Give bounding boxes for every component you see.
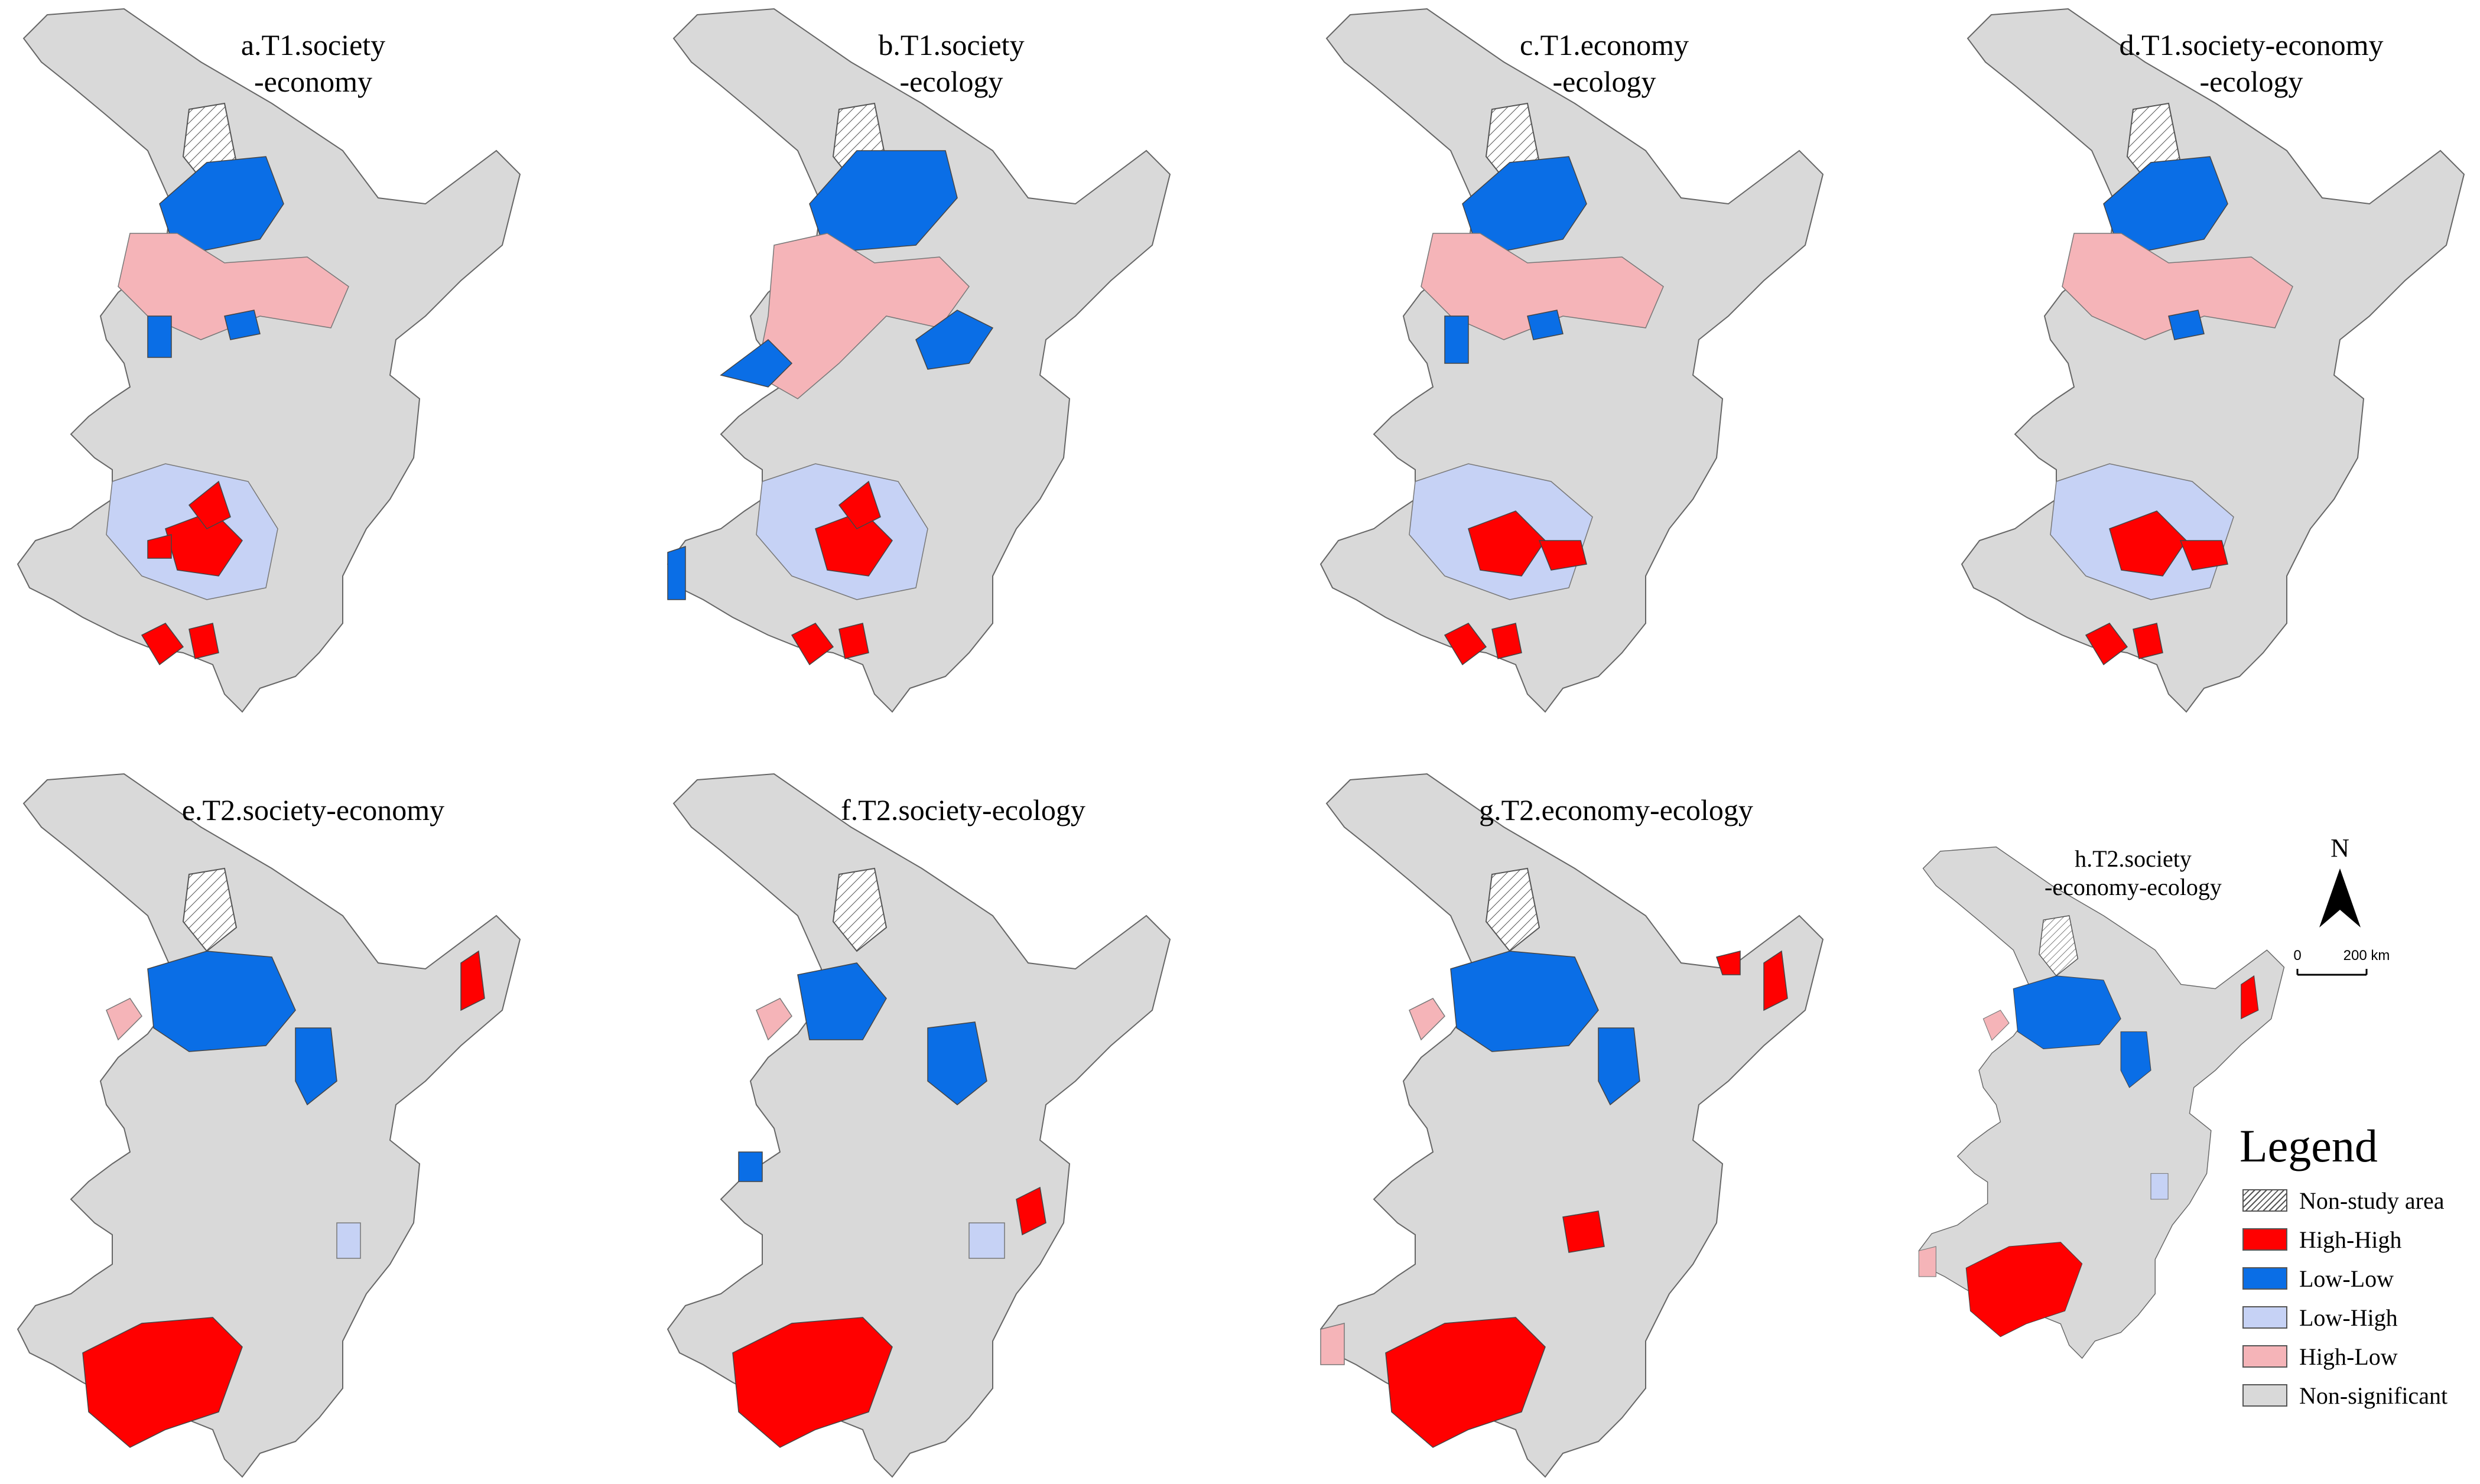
legend-swatch-hatch — [2242, 1189, 2287, 1212]
legend-label: Low-High — [2299, 1304, 2398, 1331]
cluster-ll — [2013, 975, 2121, 1050]
scale-start-label: 0 — [2293, 948, 2301, 964]
cluster-hh — [1385, 1317, 1546, 1448]
cluster-hh — [2179, 540, 2228, 571]
panel-title: c.T1.economy -ecology — [1519, 28, 1689, 98]
map-panel-g: g.T2.economy-ecology — [1315, 773, 1835, 1483]
map-panel-b: b.T1.society -ecology — [662, 8, 1182, 718]
panel-title: e.T2.society-economy — [181, 793, 445, 826]
cluster-hh — [82, 1317, 243, 1448]
legend-label: Non-study area — [2299, 1187, 2445, 1214]
legend-title: Legend — [2240, 1120, 2378, 1171]
cluster-lh — [2150, 1173, 2169, 1200]
cluster-hl — [756, 998, 792, 1041]
cluster-hh — [791, 623, 834, 666]
map-panel-h: h.T2.society -economy-ecology — [1915, 845, 2293, 1365]
legend: Legend Non-study area High-High Low-Low … — [2240, 1119, 2467, 1415]
cluster-hh — [838, 623, 869, 659]
north-label: N — [2331, 834, 2349, 863]
cluster-hh — [188, 480, 231, 529]
cluster-hl — [1409, 998, 1445, 1041]
cluster-hl — [118, 233, 349, 340]
nonstudy-area — [2039, 915, 2079, 977]
cluster-lh — [336, 1222, 361, 1259]
legend-item-low-low: Low-Low — [2242, 1259, 2467, 1298]
nonstudy-area — [182, 867, 238, 952]
legend-label: High-High — [2299, 1226, 2402, 1253]
map-panel-c: c.T1.economy -ecology — [1315, 8, 1835, 718]
cluster-hh — [1444, 623, 1487, 666]
cluster-ll — [667, 545, 686, 600]
cluster-hh — [147, 534, 172, 559]
cluster-ll — [738, 1151, 763, 1182]
legend-label: Low-Low — [2299, 1265, 2394, 1292]
cluster-hh — [141, 623, 184, 666]
cluster-hh — [1965, 1242, 2083, 1337]
cluster-hl — [1918, 1246, 1936, 1277]
cluster-ll — [295, 1027, 337, 1106]
cluster-hh — [2241, 975, 2259, 1020]
cluster-hh — [1491, 623, 1522, 659]
cluster-hl — [1982, 1010, 2010, 1041]
cluster-hh — [732, 1317, 893, 1448]
legend-item-low-high: Low-High — [2242, 1298, 2467, 1337]
legend-swatch — [2242, 1345, 2287, 1368]
cluster-ll — [1598, 1027, 1640, 1106]
map-panel-a: a.T1.society -economy — [12, 8, 532, 718]
cluster-hh — [1716, 951, 1741, 975]
cluster-ll — [224, 310, 261, 340]
cluster-ll — [2120, 1031, 2151, 1088]
cluster-hh — [1538, 540, 1587, 571]
cluster-hh — [2085, 623, 2128, 666]
cluster-ll — [147, 951, 296, 1052]
cluster-ll — [720, 339, 793, 388]
cluster-ll — [797, 962, 887, 1040]
cluster-hh — [1016, 1186, 1046, 1236]
legend-item-nonstudy: Non-study area — [2242, 1181, 2467, 1220]
legend-swatch — [2242, 1384, 2287, 1407]
panel-title: d.T1.society-economy -ecology — [2119, 28, 2384, 98]
panel-title: f.T2.society-ecology — [841, 793, 1085, 826]
legend-swatch — [2242, 1228, 2287, 1251]
cluster-hh — [2133, 623, 2163, 659]
cluster-ll — [1444, 315, 1469, 364]
legend-item-non-significant: Non-significant — [2242, 1376, 2467, 1415]
map-panel-d: d.T1.society-economy -ecology — [1956, 8, 2476, 718]
legend-item-high-low: High-Low — [2242, 1337, 2467, 1376]
cluster-ll — [1450, 951, 1599, 1052]
cluster-ll — [915, 310, 994, 370]
cluster-ll — [147, 315, 172, 358]
cluster-hh — [1468, 510, 1546, 577]
cluster-hh — [188, 623, 219, 659]
cluster-hh — [460, 950, 485, 1011]
cluster-lh — [968, 1222, 1005, 1259]
cluster-hh — [1763, 950, 1788, 1011]
cluster-hl — [1421, 233, 1664, 340]
scale-end-label: 200 km — [2344, 948, 2390, 964]
nonstudy-area — [832, 867, 888, 952]
panel-title: a.T1.society -economy — [240, 28, 386, 98]
cluster-hl — [2062, 233, 2293, 340]
legend-swatch — [2242, 1306, 2287, 1329]
legend-label: High-Low — [2299, 1343, 2398, 1370]
legend-item-high-high: High-High — [2242, 1220, 2467, 1259]
cluster-ll — [1527, 310, 1564, 340]
cluster-ll — [927, 1021, 987, 1105]
north-arrow-icon — [2319, 868, 2361, 928]
panel-title: h.T2.society -economy-ecology — [2045, 845, 2222, 900]
cluster-hh — [2109, 510, 2187, 577]
cluster-hh — [1562, 1210, 1605, 1253]
cluster-hl — [106, 998, 142, 1041]
map-panel-e: e.T2.society-economy — [12, 773, 532, 1483]
cluster-hh — [838, 480, 881, 529]
map-panel-f: f.T2.society-ecology — [662, 773, 1182, 1483]
panel-title: g.T2.economy-ecology — [1479, 793, 1753, 826]
legend-label: Non-significant — [2299, 1382, 2448, 1409]
cluster-ll — [2168, 310, 2205, 340]
panel-title: b.T1.society -ecology — [878, 28, 1025, 98]
cluster-hl — [1320, 1323, 1345, 1365]
north-arrow: N 0 200 km — [2287, 830, 2393, 995]
legend-swatch — [2242, 1267, 2287, 1290]
nonstudy-area — [1485, 867, 1540, 952]
